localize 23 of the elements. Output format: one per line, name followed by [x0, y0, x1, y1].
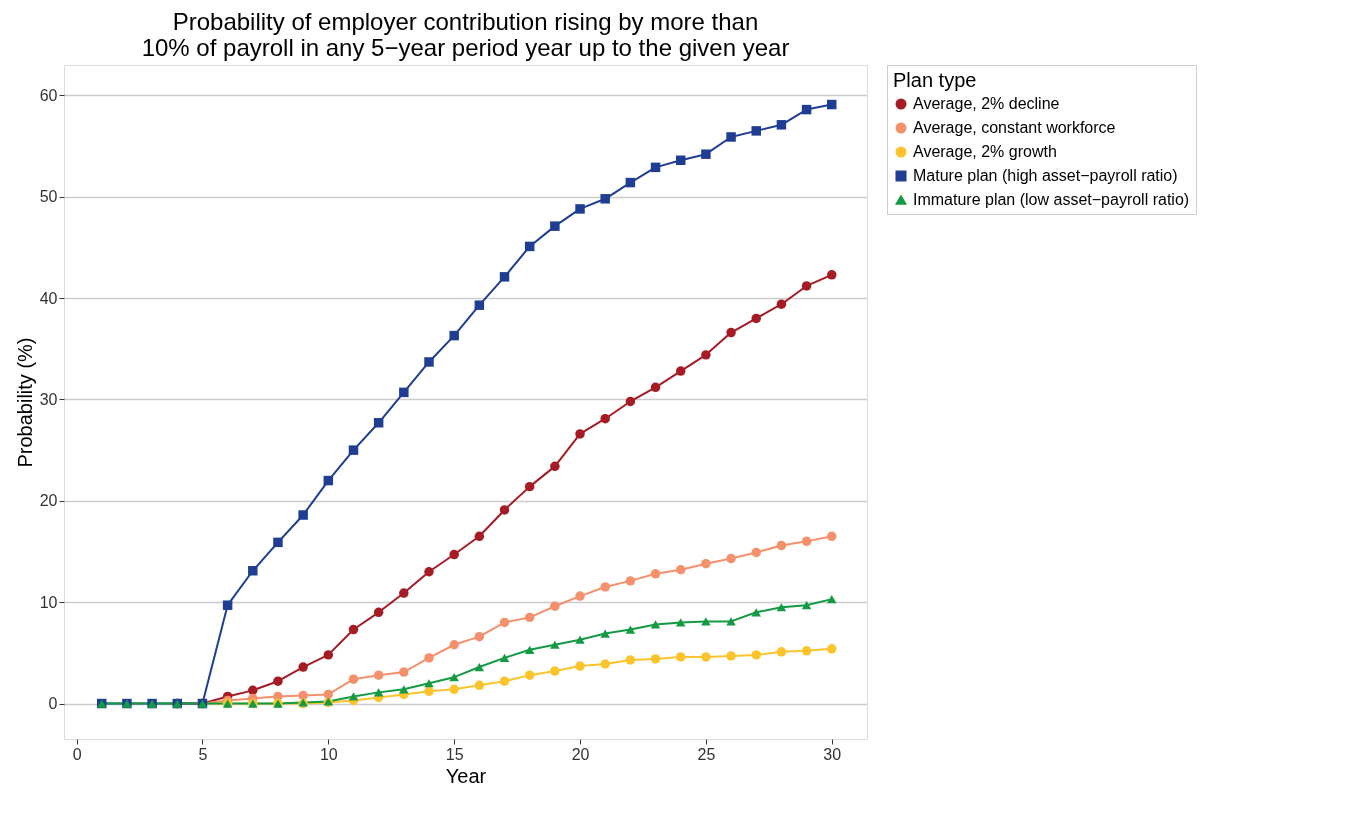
x-axis-title: Year: [445, 764, 487, 787]
y-tick-label: 10: [39, 593, 58, 611]
x-tick-label: 0: [72, 745, 82, 763]
y-axis-title: Probability (%): [13, 337, 36, 468]
legend-label: Average, 2% decline: [913, 95, 1060, 112]
chart-title: Probability of employer contribution rising by more than 10% of payroll in any 5−year period year up to the given year: [141, 7, 790, 61]
y-tick-label: 40: [39, 289, 58, 307]
y-tick-label: 20: [39, 492, 58, 510]
y-tick-label: 0: [48, 695, 58, 713]
legend-label: Mature plan (high asset−payroll ratio): [913, 167, 1178, 184]
legend-label: Average, 2% growth: [913, 143, 1057, 160]
x-tick-label: 5: [198, 745, 208, 763]
legend-title: Plan type: [893, 69, 977, 91]
legend-label: Average, constant workforce: [913, 119, 1116, 136]
x-tick-label: 25: [697, 745, 716, 763]
y-tick-label: 60: [39, 86, 58, 104]
x-tick-label: 15: [445, 745, 464, 763]
x-tick-label: 20: [571, 745, 590, 763]
x-tick-label: 30: [823, 745, 842, 763]
y-tick-label: 30: [39, 390, 58, 408]
x-tick-label: 10: [319, 745, 338, 763]
y-tick-label: 50: [39, 188, 58, 206]
legend-label: Immature plan (low asset−payroll ratio): [913, 191, 1190, 208]
